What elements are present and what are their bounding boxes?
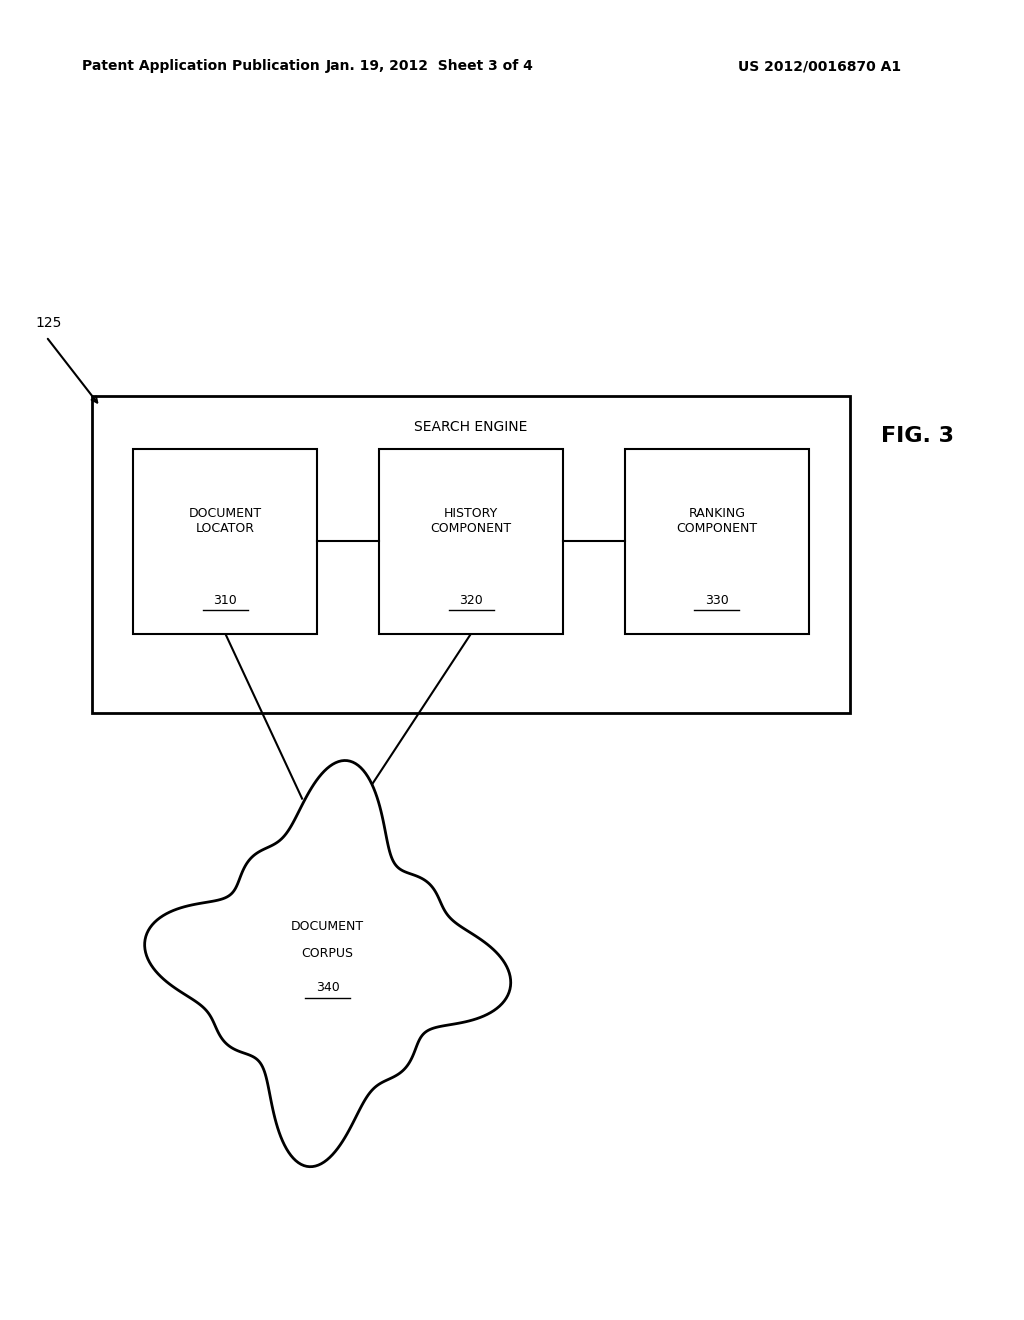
Text: 310: 310 — [213, 594, 238, 607]
Text: SEARCH ENGINE: SEARCH ENGINE — [415, 420, 527, 434]
Text: Patent Application Publication: Patent Application Publication — [82, 59, 319, 74]
Bar — [133, 449, 317, 634]
Text: RANKING
COMPONENT: RANKING COMPONENT — [676, 507, 758, 536]
Text: FIG. 3: FIG. 3 — [881, 425, 953, 446]
Text: HISTORY
COMPONENT: HISTORY COMPONENT — [430, 507, 512, 536]
Text: Jan. 19, 2012  Sheet 3 of 4: Jan. 19, 2012 Sheet 3 of 4 — [326, 59, 535, 74]
Polygon shape — [144, 760, 511, 1167]
Bar — [92, 396, 850, 713]
Bar — [379, 449, 563, 634]
Text: 320: 320 — [459, 594, 483, 607]
Text: 340: 340 — [315, 981, 340, 994]
Text: 330: 330 — [705, 594, 729, 607]
Text: US 2012/0016870 A1: US 2012/0016870 A1 — [738, 59, 901, 74]
Text: DOCUMENT
LOCATOR: DOCUMENT LOCATOR — [188, 507, 262, 536]
Text: CORPUS: CORPUS — [302, 946, 353, 960]
Bar — [625, 449, 809, 634]
Text: DOCUMENT: DOCUMENT — [291, 920, 365, 933]
Text: 125: 125 — [36, 315, 62, 330]
